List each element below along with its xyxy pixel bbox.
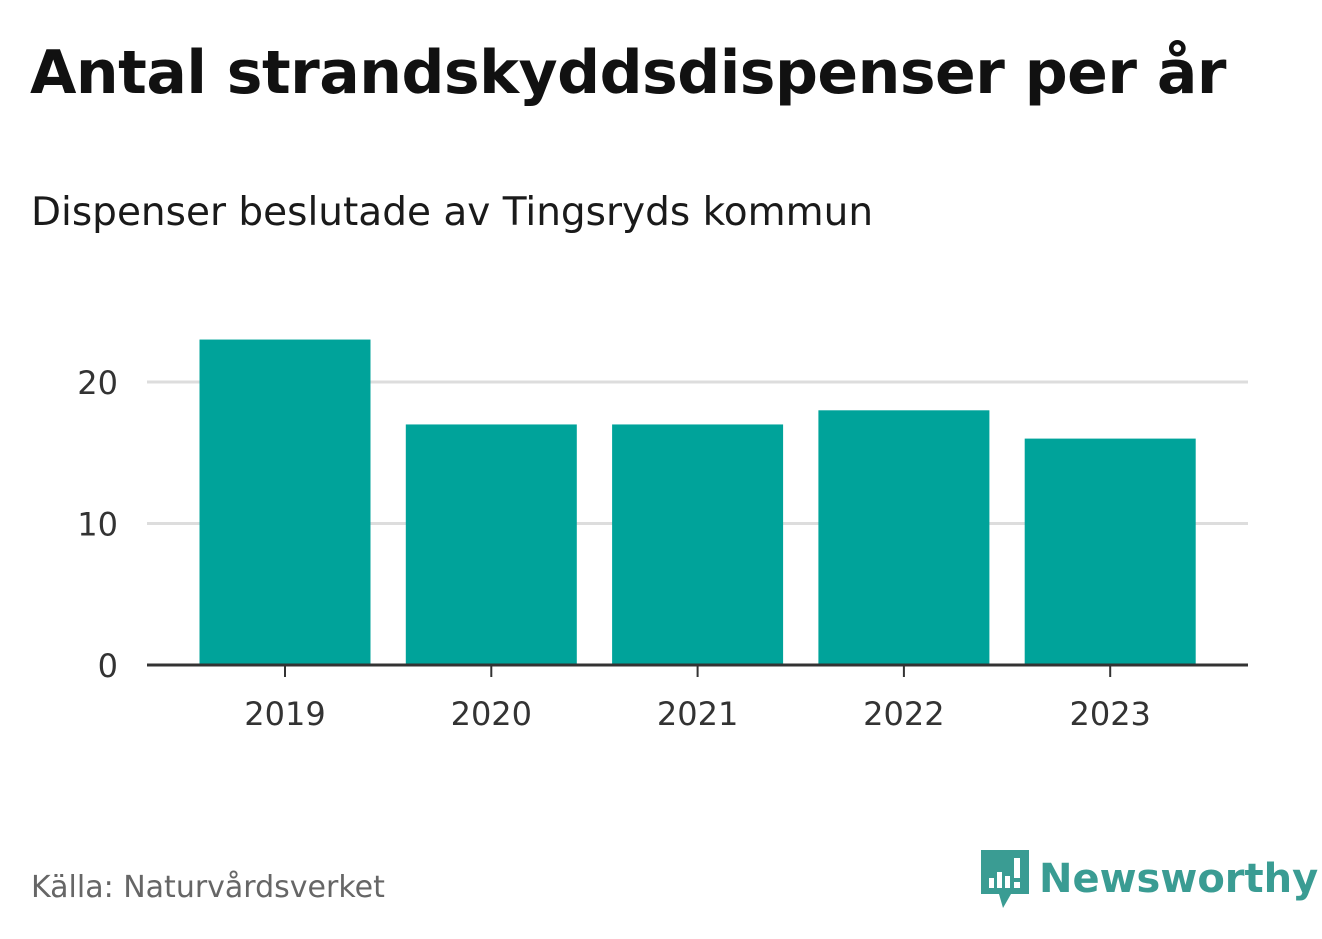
x-tick-label-2020: 2020 — [451, 695, 532, 733]
chart-subtitle: Dispenser beslutade av Tingsryds kommun — [31, 190, 874, 235]
x-tick-label-2019: 2019 — [244, 695, 325, 733]
brand-name: Newsworthy — [1039, 856, 1319, 902]
axes: 0 10 20 2019 2020 2021 2022 2023 — [77, 364, 1248, 733]
source-note: Källa: Naturvårdsverket — [31, 870, 385, 905]
x-tick-label-2022: 2022 — [863, 695, 944, 733]
y-tick-label-0: 0 — [98, 647, 118, 685]
y-tick-label-10: 10 — [77, 506, 118, 544]
bar-2023 — [1024, 438, 1196, 665]
newsworthy-logo-icon — [981, 850, 1029, 908]
bar-2022 — [818, 410, 990, 665]
x-tick-label-2021: 2021 — [657, 695, 738, 733]
brand-logo: Newsworthy — [981, 850, 1318, 908]
bar-2019 — [199, 339, 371, 665]
chart-title: Antal strandskyddsdispenser per år — [30, 38, 1226, 108]
bar-2020 — [405, 424, 577, 665]
bars — [199, 339, 1196, 665]
x-tick-label-2023: 2023 — [1069, 695, 1150, 733]
bar-2021 — [612, 424, 784, 665]
y-tick-label-20: 20 — [77, 364, 118, 402]
